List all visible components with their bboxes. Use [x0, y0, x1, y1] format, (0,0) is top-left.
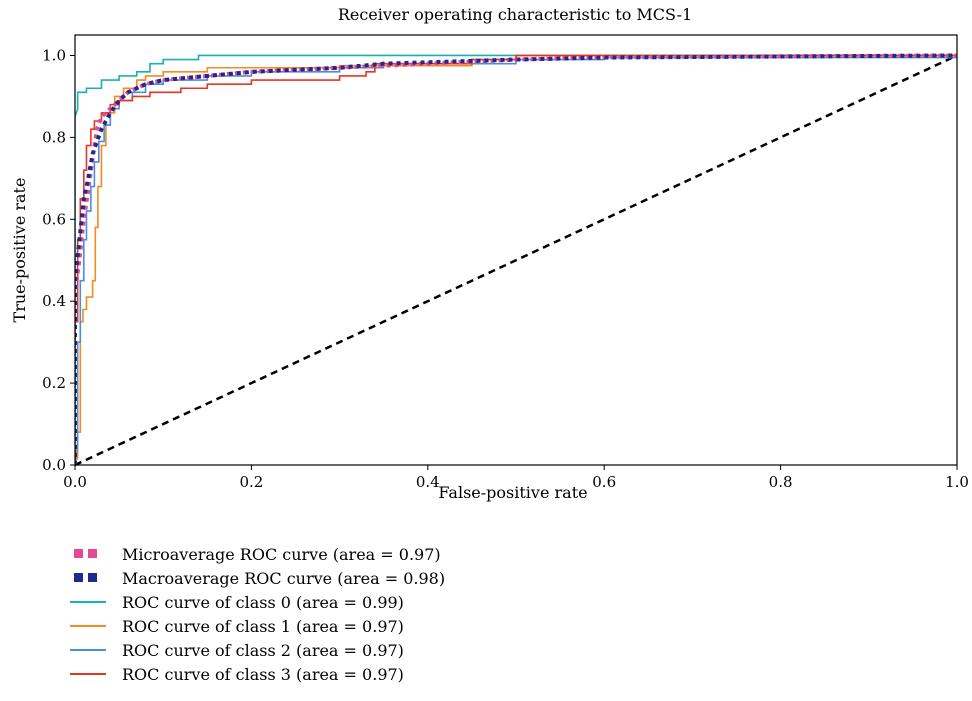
- roc-series-line-1: [75, 53, 957, 465]
- y-axis-label: True-positive rate: [10, 178, 29, 323]
- legend-swatch: [70, 667, 110, 681]
- y-tick-label: 0.8: [42, 128, 66, 146]
- x-tick-label: 0.2: [239, 473, 263, 491]
- legend-label: ROC curve of class 1 (area = 0.97): [122, 616, 404, 636]
- y-tick-label: 0.2: [42, 374, 66, 392]
- plot-frame: [74, 34, 958, 466]
- x-tick-label: 0.6: [592, 473, 616, 491]
- legend-swatch: [70, 643, 110, 657]
- roc-series-line-5: [75, 54, 957, 465]
- y-tick-label: 0.0: [42, 456, 66, 474]
- legend-label: ROC curve of class 0 (area = 0.99): [122, 592, 404, 612]
- x-tick-label: 0.0: [63, 473, 87, 491]
- x-axis-label: False-positive rate: [438, 483, 587, 502]
- chart-legend: Microaverage ROC curve (area = 0.97) Macr…: [70, 542, 445, 686]
- legend-swatch: [70, 571, 110, 585]
- legend-swatch: [70, 595, 110, 609]
- legend-swatch: [70, 619, 110, 633]
- x-tick-label: 0.4: [416, 473, 440, 491]
- legend-item: Macroaverage ROC curve (area = 0.98): [70, 566, 445, 590]
- legend-label: Macroaverage ROC curve (area = 0.98): [122, 568, 446, 588]
- chance-diagonal-line: [75, 54, 957, 467]
- roc-series-line-2: [75, 54, 957, 465]
- chart-title: Receiver operating characteristic to MCS…: [338, 5, 692, 24]
- legend-item: ROC curve of class 2 (area = 0.97): [70, 638, 445, 662]
- y-tick-label: 0.6: [42, 210, 66, 228]
- legend-label: Microaverage ROC curve (area = 0.97): [122, 544, 441, 564]
- legend-item: ROC curve of class 1 (area = 0.97): [70, 614, 445, 638]
- legend-label: ROC curve of class 2 (area = 0.97): [122, 640, 404, 660]
- y-tick-label: 0.4: [42, 292, 66, 310]
- legend-item: ROC curve of class 0 (area = 0.99): [70, 590, 445, 614]
- legend-label: ROC curve of class 3 (area = 0.97): [122, 664, 404, 684]
- y-tick-label: 1.0: [42, 46, 66, 64]
- x-tick-label: 0.8: [769, 473, 793, 491]
- legend-swatch: [70, 547, 110, 561]
- legend-item: ROC curve of class 3 (area = 0.97): [70, 662, 445, 686]
- x-tick-label: 1.0: [945, 473, 969, 491]
- legend-item: Microaverage ROC curve (area = 0.97): [70, 542, 445, 566]
- roc-chart: Receiver operating characteristic to MCS…: [10, 5, 969, 502]
